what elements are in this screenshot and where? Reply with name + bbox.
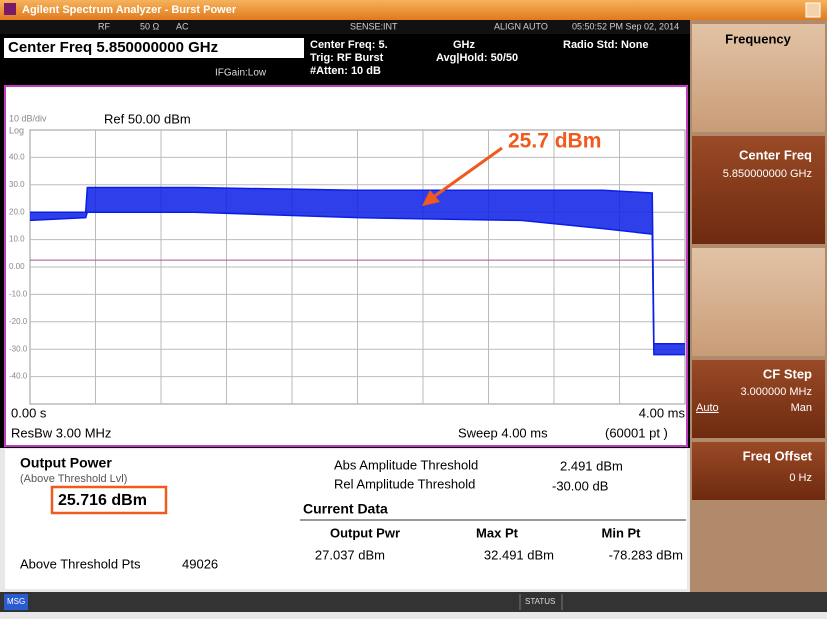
- title-bar: [0, 0, 827, 20]
- cell: -78.283 dBm: [609, 547, 683, 562]
- msg-box[interactable]: [4, 594, 28, 610]
- status[interactable]: STATUS: [525, 597, 555, 606]
- center-freq: Center Freq 5.850000000 GHz: [8, 39, 218, 56]
- x-end: 4.00 ms: [639, 405, 686, 420]
- y-tick-label: -40.0: [9, 372, 28, 381]
- cell: 32.491 dBm: [484, 547, 554, 562]
- results-title: Output Power: [20, 455, 112, 471]
- align: ALIGN AUTO: [494, 21, 548, 31]
- softkey[interactable]: [692, 360, 825, 438]
- y-tick-label: -10.0: [9, 290, 28, 299]
- abs-threshold: 2.491 dBm: [560, 458, 623, 473]
- current-data: Current Data: [303, 501, 388, 517]
- trig: Trig: RF Burst: [310, 52, 384, 64]
- annotation: 25.7 dBm: [508, 130, 601, 153]
- abs-threshold-label: Abs Amplitude Threshold: [334, 457, 478, 472]
- output-power-box: [50, 485, 168, 515]
- sweep: Sweep 4.00 ms: [458, 425, 548, 440]
- scale-type: Log: [9, 125, 24, 135]
- softkey-value[interactable]: 0 Hz: [789, 472, 812, 484]
- trace-envelope: [29, 211, 685, 356]
- softkey-value[interactable]: 5.850000000 GHz: [723, 168, 812, 180]
- softkey-empty: [692, 248, 825, 356]
- trace-band: [30, 187, 685, 355]
- annotation-arrow: [431, 146, 503, 200]
- softkey[interactable]: [692, 442, 825, 500]
- points: (60001 pt ): [605, 425, 668, 440]
- close-button[interactable]: [805, 2, 821, 18]
- column-header: Min Pt: [602, 525, 642, 540]
- cell: 27.037 dBm: [315, 547, 385, 562]
- rel-threshold-label: Rel Amplitude Threshold: [334, 476, 475, 491]
- status-bar: [0, 592, 827, 612]
- ghz: GHz: [453, 39, 476, 51]
- softkey[interactable]: [692, 136, 825, 244]
- above-threshold-pts: 49026: [182, 556, 218, 571]
- softkey-option[interactable]: Man: [791, 402, 812, 414]
- above-threshold-label: Above Threshold Pts: [20, 556, 141, 571]
- msg[interactable]: MSG: [7, 597, 25, 606]
- window-title: Agilent Spectrum Analyzer - Burst Power: [22, 4, 237, 16]
- rf: RF: [98, 21, 110, 31]
- ref-level: Ref 50.00 dBm: [104, 111, 191, 126]
- output-power: 25.716 dBm: [58, 492, 147, 509]
- y-tick-label: -20.0: [9, 317, 28, 326]
- x-start: 0.00 s: [11, 405, 47, 420]
- rel-threshold: -30.00 dB: [552, 478, 608, 493]
- if-gain: IFGain:Low: [215, 68, 267, 79]
- logo: [4, 3, 16, 15]
- y-tick-label: 0.00: [9, 262, 25, 271]
- arrow-head: [422, 190, 440, 206]
- softkey-label[interactable]: CF Step: [763, 366, 812, 381]
- status-row: [0, 20, 690, 34]
- softkey-label[interactable]: Center Freq: [739, 147, 812, 162]
- results-subtitle: (Above Threshold Lvl): [20, 473, 127, 485]
- center-freq-box: [4, 38, 304, 58]
- scale: 10 dB/div: [9, 113, 47, 123]
- column-header: Max Pt: [476, 525, 519, 540]
- menu-title-box: [692, 24, 825, 132]
- column-header: Output Pwr: [330, 525, 400, 540]
- softkey-value[interactable]: 3.000000 MHz: [740, 386, 812, 398]
- atten: #Atten: 10 dB: [310, 65, 381, 77]
- impedance: 50 Ω: [140, 21, 160, 31]
- y-tick-label: 20.0: [9, 207, 25, 216]
- sense: SENSE:INT: [350, 21, 398, 31]
- timestamp: 05:50:52 PM Sep 02, 2014: [572, 21, 679, 31]
- softkey-label[interactable]: Freq Offset: [743, 448, 813, 463]
- results-panel: [5, 449, 687, 589]
- y-tick-label: 30.0: [9, 180, 25, 189]
- softkey-option[interactable]: Auto: [696, 402, 719, 414]
- y-tick-label: -30.0: [9, 344, 28, 353]
- menu-title: Frequency: [725, 31, 792, 46]
- y-tick-label: 10.0: [9, 235, 25, 244]
- y-tick-label: 40.0: [9, 153, 25, 162]
- res-bw: ResBw 3.00 MHz: [11, 425, 111, 440]
- center-freq-short: Center Freq: 5.: [310, 39, 388, 51]
- coupling: AC: [176, 21, 189, 31]
- avg-hold: Avg|Hold: 50/50: [436, 52, 518, 64]
- radio-std: Radio Std: None: [563, 39, 649, 51]
